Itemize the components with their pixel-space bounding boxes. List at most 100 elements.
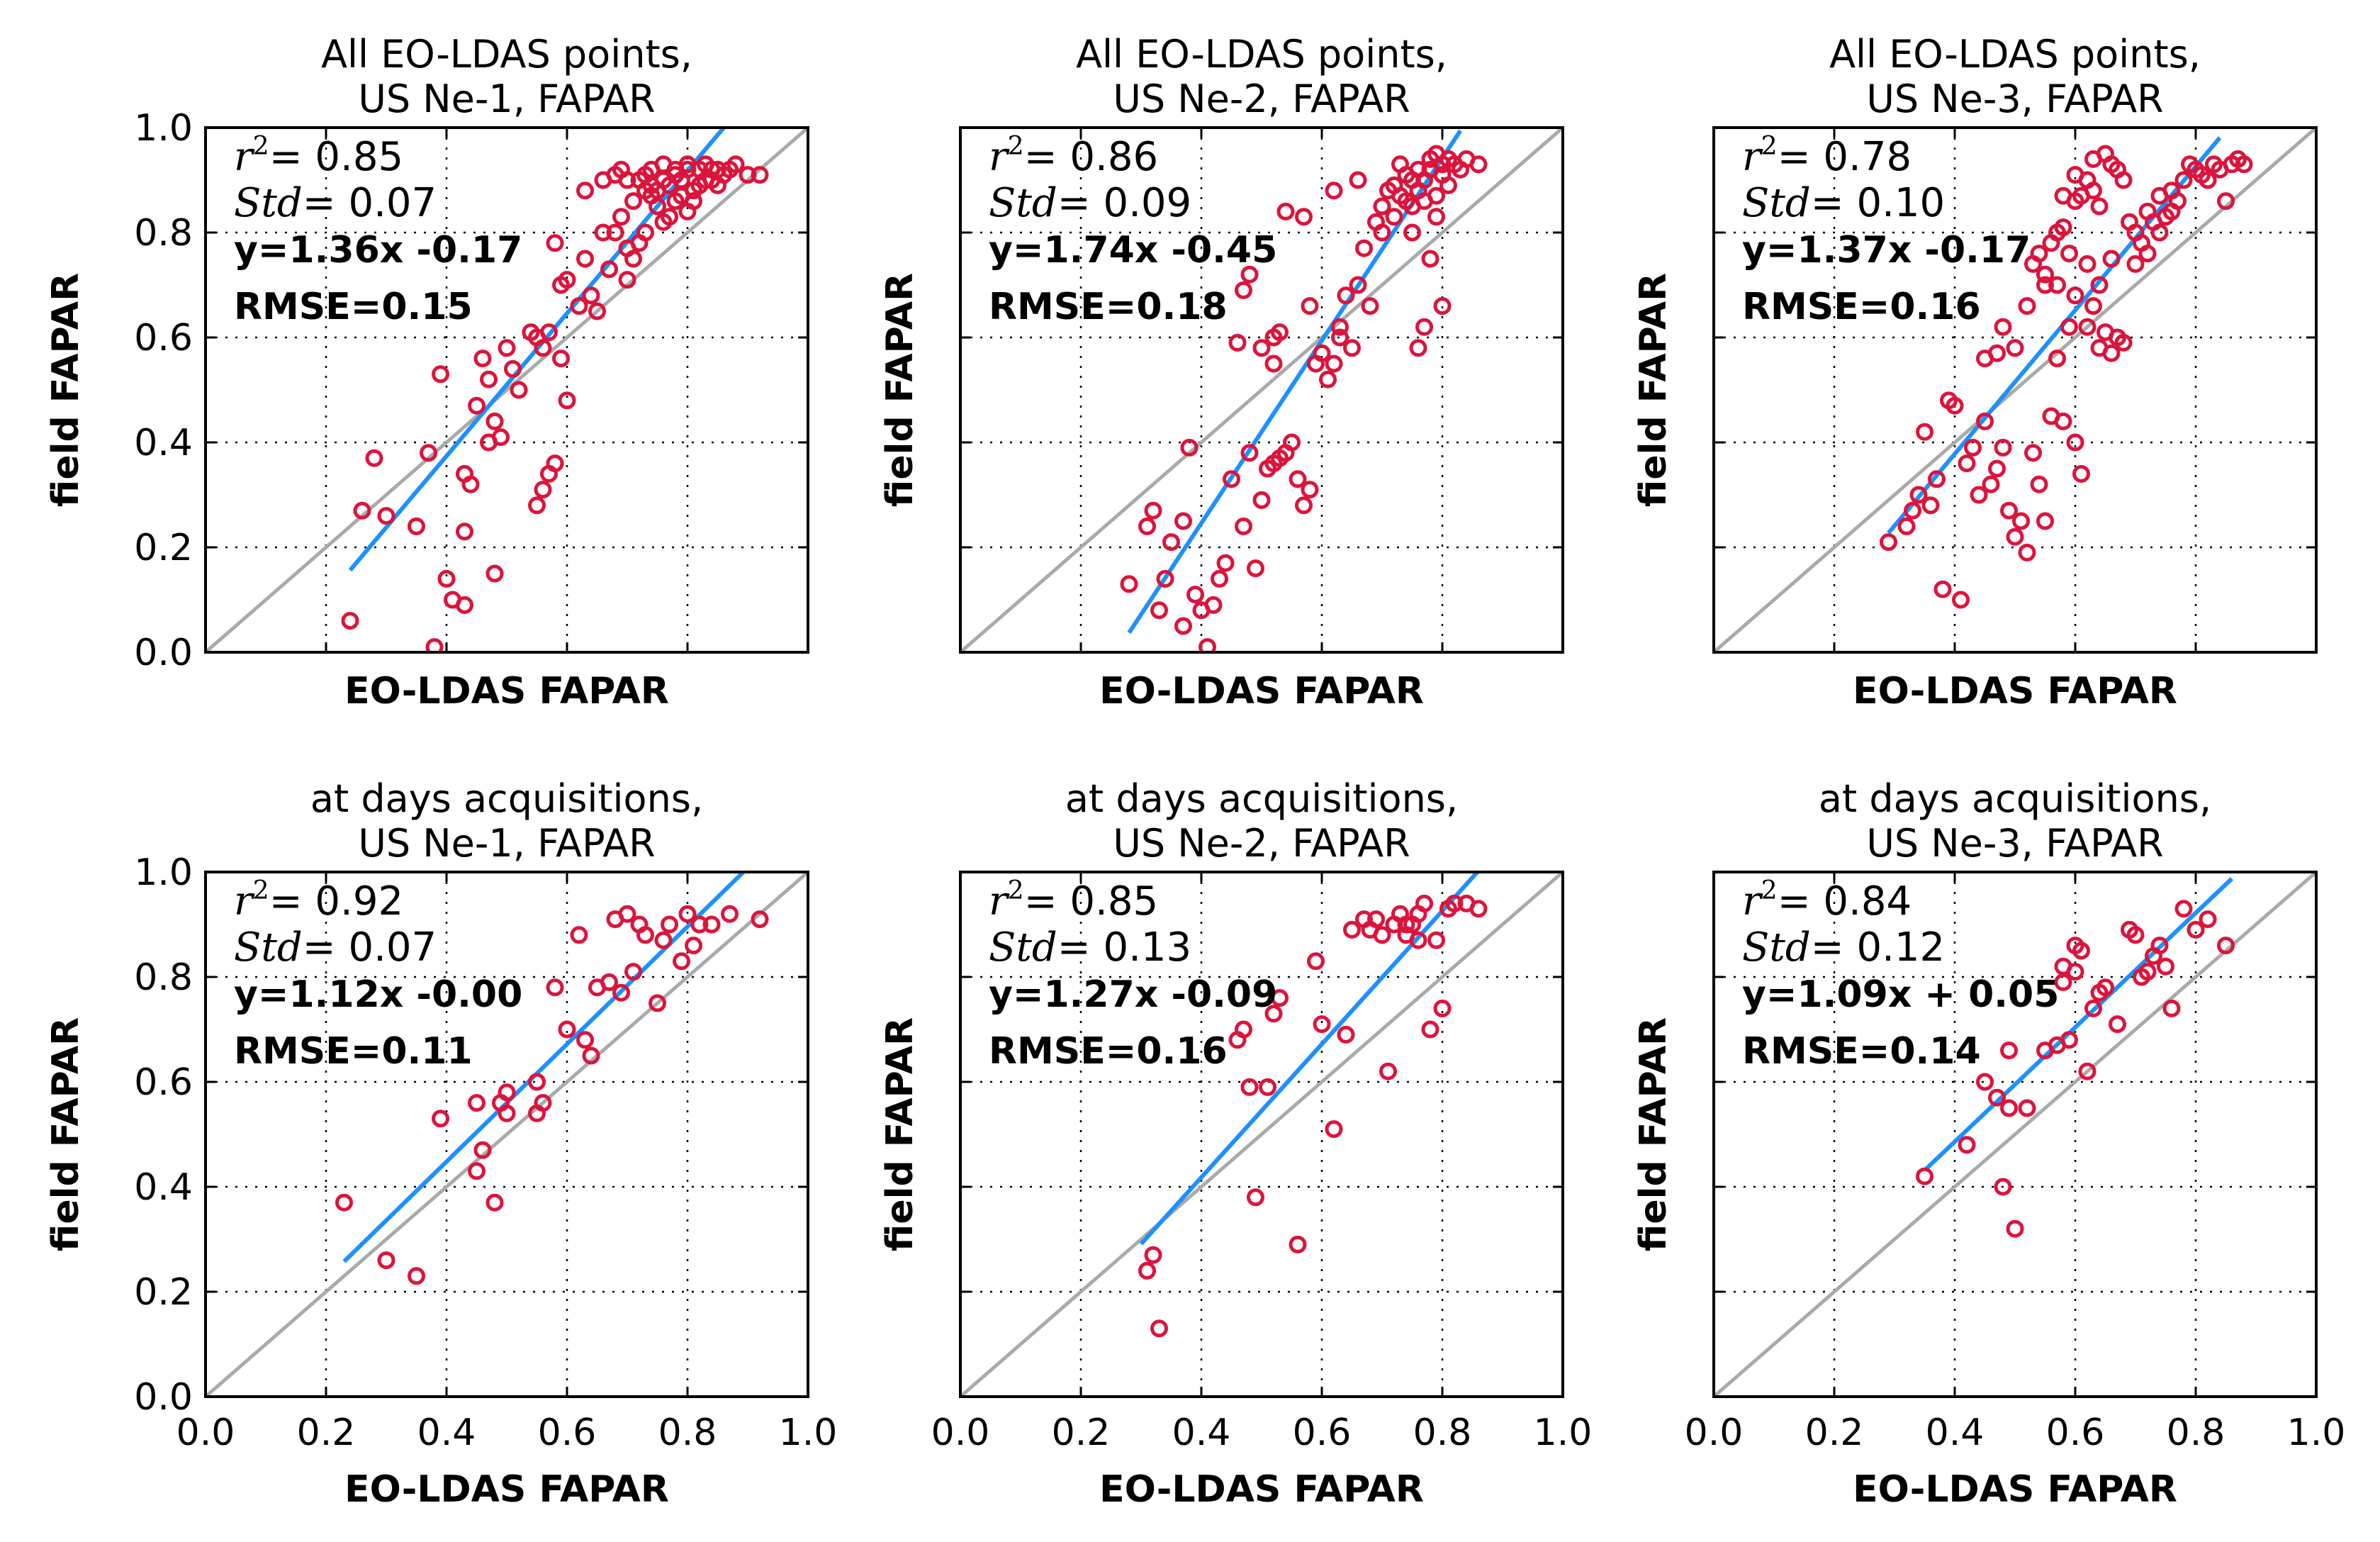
y-tick-label: 0.6 xyxy=(134,1061,193,1104)
data-point xyxy=(1403,223,1421,242)
data-point xyxy=(1313,1015,1331,1034)
data-point xyxy=(2030,475,2048,493)
data-point xyxy=(2036,276,2054,294)
x-tick-label: 1.0 xyxy=(2287,1412,2346,1454)
data-point xyxy=(1421,1020,1439,1039)
equation-annotation: y=1.74x -0.45 xyxy=(989,229,1277,272)
data-point xyxy=(1409,160,1427,179)
data-point xyxy=(1373,197,1391,216)
data-point xyxy=(1186,586,1204,604)
data-point xyxy=(377,507,395,525)
data-point xyxy=(1916,423,1933,441)
data-point xyxy=(1415,894,1433,912)
data-point xyxy=(498,339,516,357)
data-point xyxy=(570,297,588,315)
data-point xyxy=(498,1083,516,1102)
data-point xyxy=(534,481,552,499)
data-point xyxy=(1469,155,1488,174)
data-point xyxy=(618,171,636,189)
data-point xyxy=(1216,554,1235,572)
data-point xyxy=(1247,1188,1264,1207)
y-tick-label: 1.0 xyxy=(134,851,193,894)
x-tick-label: 0.4 xyxy=(417,1412,476,1454)
data-point xyxy=(2162,202,2181,220)
data-point xyxy=(2018,297,2036,315)
data-point xyxy=(1988,1088,2006,1107)
data-point xyxy=(2006,339,2024,357)
data-point xyxy=(1994,318,2012,336)
data-point xyxy=(2138,245,2157,263)
x-tick-label: 1.0 xyxy=(1534,1412,1593,1454)
plot-area xyxy=(960,872,1563,1397)
x-tick-label: 0.8 xyxy=(1413,1412,1472,1454)
data-point xyxy=(1174,512,1192,530)
data-point xyxy=(1144,501,1162,520)
data-point xyxy=(353,501,371,520)
data-point xyxy=(1325,354,1343,373)
std-annotation: Std= 0.10 xyxy=(1742,180,1945,226)
data-point xyxy=(2162,999,2181,1017)
y-tick-label: 0.0 xyxy=(134,632,193,674)
data-point xyxy=(2102,250,2121,268)
data-point xyxy=(1397,915,1415,934)
data-point xyxy=(576,181,594,200)
data-point xyxy=(2048,276,2066,294)
equation-annotation: y=1.12x -0.00 xyxy=(234,973,522,1016)
data-point xyxy=(600,973,618,991)
data-point xyxy=(1319,370,1337,389)
data-point xyxy=(2187,920,2205,939)
panel-title-line1: All EO-LDAS points, xyxy=(1829,32,2201,77)
data-point xyxy=(2054,218,2072,237)
data-point xyxy=(1928,470,1946,488)
panel-title-line2: US Ne-2, FAPAR xyxy=(1113,77,1410,121)
data-point xyxy=(2102,344,2121,362)
data-point xyxy=(2048,350,2066,368)
data-point xyxy=(1909,486,1928,504)
plot-area xyxy=(960,128,1563,652)
data-point xyxy=(1433,297,1452,315)
data-point xyxy=(2066,166,2084,184)
data-point xyxy=(612,208,630,226)
x-tick-label: 0.2 xyxy=(1052,1412,1111,1454)
data-point xyxy=(1349,171,1367,189)
data-point xyxy=(1897,517,1916,535)
y-axis-label: field FAPAR xyxy=(1632,273,1675,507)
rmse-annotation: RMSE=0.16 xyxy=(1742,286,1981,328)
data-point xyxy=(661,915,678,934)
data-point xyxy=(1235,281,1252,299)
data-point xyxy=(1138,1261,1156,1280)
data-point xyxy=(1264,354,1283,373)
x-tick-label: 0.0 xyxy=(1685,1412,1744,1454)
r2-annotation: r2= 0.85 xyxy=(989,876,1158,924)
panel-title-line1: at days acquisitions, xyxy=(310,776,703,821)
data-point xyxy=(558,1020,576,1039)
std-annotation: Std= 0.12 xyxy=(1742,924,1945,971)
data-point xyxy=(461,475,480,493)
x-axis-label: EO-LDAS FAPAR xyxy=(1853,1468,2177,1511)
data-point xyxy=(618,271,636,289)
data-point xyxy=(1343,339,1361,357)
regression-line xyxy=(342,872,747,1263)
data-point xyxy=(1427,931,1445,949)
data-point xyxy=(534,1094,552,1112)
data-point xyxy=(408,1267,425,1285)
data-point xyxy=(751,166,769,184)
data-point xyxy=(485,1193,504,1212)
y-tick-label: 0.4 xyxy=(134,1166,193,1209)
panel-2: All EO-LDAS points,US Ne-2, FAPAR r2= 0.8… xyxy=(879,32,1564,713)
data-point xyxy=(624,963,642,981)
plot-area xyxy=(206,872,808,1397)
data-point xyxy=(721,905,739,923)
x-axis-label: EO-LDAS FAPAR xyxy=(344,670,669,713)
data-point xyxy=(480,433,498,452)
data-point xyxy=(432,365,449,384)
data-point xyxy=(1180,438,1199,457)
x-axis-label: EO-LDAS FAPAR xyxy=(1853,670,2177,713)
y-tick-label: 1.0 xyxy=(134,107,193,150)
r2-annotation: r2= 0.78 xyxy=(1742,132,1912,180)
data-point xyxy=(2235,155,2253,174)
data-point xyxy=(456,523,473,541)
data-point xyxy=(1223,470,1240,488)
data-point xyxy=(2054,412,2072,430)
